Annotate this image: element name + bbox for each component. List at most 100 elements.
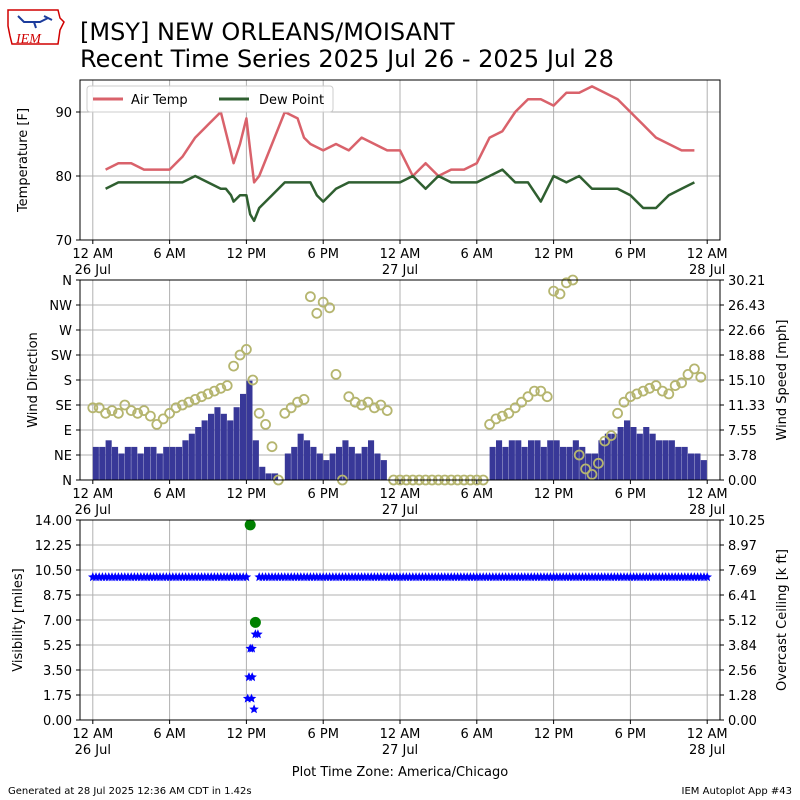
y-tick-label: 7.00 (43, 614, 72, 629)
wind-speed-bar (150, 446, 157, 480)
x-tick-label: 6 PM (307, 247, 338, 262)
y-tick-label: 12.25 (35, 539, 72, 554)
wind-direction-point (496, 410, 508, 422)
wind-direction-point (234, 349, 246, 361)
wind-direction-point (356, 399, 368, 411)
x-tick-label: 6 AM (461, 247, 494, 262)
y2-tick-label: 18.88 (728, 349, 765, 364)
wind-direction-point (381, 405, 393, 417)
wind-direction-point (625, 391, 636, 403)
wind-speed-bar (560, 446, 567, 480)
x-tick-label: 12 PM (227, 247, 267, 262)
wind-speed-bar (124, 446, 131, 480)
temperature-y-ticks: 70 80 90 (55, 106, 80, 249)
y2-tick-label: 10.25 (728, 514, 765, 529)
y2-tick-label: 0.00 (728, 714, 757, 729)
wind-speed-bar (681, 446, 688, 480)
wind-speed-bar (656, 440, 663, 480)
visibility-panel: 0.001.753.505.257.008.7510.5012.2514.00 … (11, 514, 790, 780)
wind-direction-point (349, 396, 361, 408)
wind-speed-bar (374, 453, 381, 480)
wind-direction-point (650, 380, 662, 392)
wind-direction-point (561, 277, 572, 289)
wind-y2-ticks: 0.00 3.78 7.55 11.33 15.10 18.88 22.66 26.43 30.… (720, 274, 765, 489)
wind-speed-bar (534, 440, 541, 480)
wind-direction-point (516, 396, 527, 408)
y-tick-label: 8.75 (43, 589, 72, 604)
wind-speed-bar (668, 440, 675, 480)
y2-tick-label: 2.56 (728, 664, 757, 679)
wind-speed-bar (240, 393, 247, 480)
wind-direction-point (541, 391, 553, 403)
wind-speed-bar (502, 446, 509, 480)
wind-speed-bar (528, 440, 535, 480)
temperature-y-label: Temperature [F] (16, 108, 31, 213)
visibility-point (241, 572, 252, 582)
temperature-plot-frame (79, 79, 721, 241)
chart-title-line1: [MSY] NEW ORLEANS/MOISANT (80, 18, 455, 46)
wind-direction-point (119, 399, 131, 411)
wind-direction-point (311, 307, 323, 319)
wind-direction-point (151, 418, 163, 430)
wind-direction-point (535, 385, 547, 397)
wind-direction-point (138, 405, 150, 417)
wind-direction-point (695, 371, 707, 383)
wind-speed-bar (233, 407, 240, 480)
wind-speed-bar (304, 440, 311, 480)
y2-tick-label: 30.21 (728, 274, 765, 289)
air-temp-line (105, 85, 695, 184)
wind-speed-bar (547, 440, 554, 480)
wind-direction-point (682, 368, 694, 380)
wind-speed-bar (336, 446, 343, 480)
wind-speed-bar (92, 446, 99, 480)
wind-speed-bar (252, 440, 259, 480)
x-tick-label: 12 AM (380, 727, 421, 742)
wind-speed-bar (201, 420, 208, 480)
wind-speed-bar (489, 446, 496, 480)
wind-speed-bar (259, 466, 266, 480)
wind-speed-bar (310, 446, 317, 480)
wind-speed-bar (624, 420, 631, 480)
temperature-legend: Air Temp Dew Point (86, 85, 334, 113)
wind-speed-bar (662, 440, 669, 480)
wind-direction-axis-label: Wind Direction (26, 332, 41, 428)
y-tick-label: 0.00 (43, 714, 72, 729)
wind-direction-point (176, 399, 188, 411)
wind-direction-point (285, 402, 297, 414)
x-date-label: 27 Jul (382, 263, 418, 278)
wind-direction-point (490, 413, 502, 425)
wind-speed-bar (368, 440, 375, 480)
wind-direction-point (304, 291, 316, 303)
wind-speed-bar (220, 413, 227, 480)
wind-direction-points (87, 274, 707, 486)
visibility-y-ticks: 0.00 1.75 3.50 5.25 7.00 8.75 10.50 12.25 14.00 (35, 514, 80, 729)
x-date-label: 27 Jul (382, 503, 418, 518)
wind-speed-bar (566, 446, 573, 480)
visibility-grid (80, 519, 720, 721)
x-date-label: 27 Jul (382, 743, 418, 758)
x-tick-label: 12 PM (534, 247, 574, 262)
wind-speed-bar (284, 453, 291, 480)
wind-direction-point (509, 402, 521, 414)
wind-direction-point (343, 391, 355, 403)
wind-direction-point (573, 449, 585, 461)
wind-direction-point (266, 441, 278, 453)
wind-direction-point (317, 296, 329, 308)
wind-speed-bar (246, 380, 253, 480)
y2-tick-label: 7.55 (728, 424, 757, 439)
x-tick-label: 12 AM (687, 487, 728, 502)
y2-tick-label: 5.12 (728, 614, 757, 629)
wind-direction-point (170, 402, 182, 414)
x-tick-label: 6 PM (307, 487, 338, 502)
wind-speed-bar (348, 446, 355, 480)
ceiling-points (244, 519, 261, 628)
wind-speed-bar (316, 453, 323, 480)
wind-speed-bar (355, 453, 362, 480)
y-tick-label: 70 (55, 234, 72, 249)
wind-direction-point (663, 388, 675, 400)
wind-speed-bar (515, 440, 522, 480)
y2-tick-label: 15.10 (728, 374, 765, 389)
x-date-label: 26 Jul (75, 263, 111, 278)
y2-tick-label: 1.28 (728, 689, 757, 704)
x-tick-label: 12 AM (380, 487, 421, 502)
